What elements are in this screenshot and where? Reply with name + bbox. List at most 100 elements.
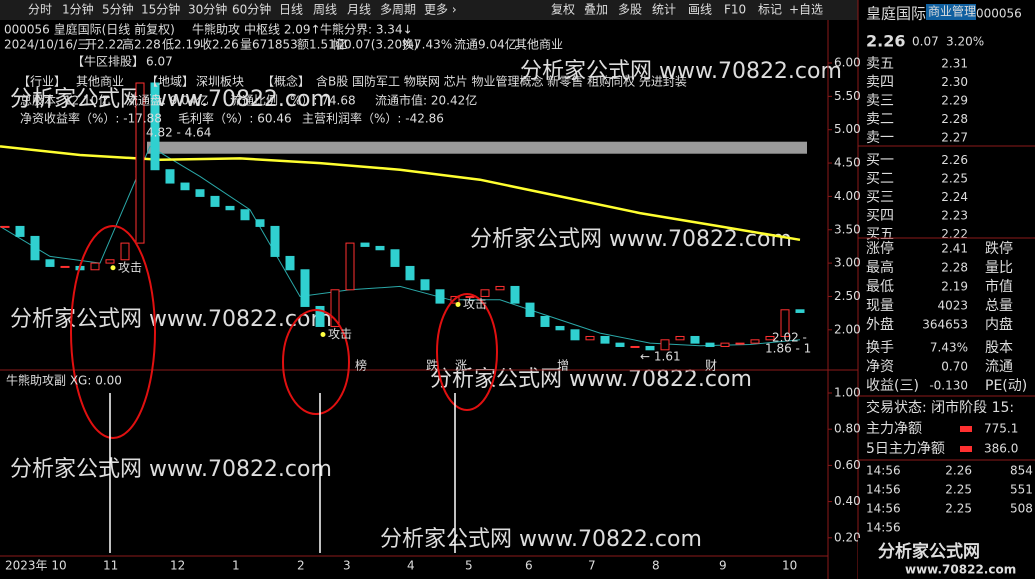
stat-label: 总量 bbox=[985, 298, 1013, 314]
stat-label: 外盘 bbox=[866, 316, 894, 333]
candle bbox=[645, 345, 655, 351]
book-price: 2.23 bbox=[941, 209, 968, 223]
candle bbox=[300, 269, 310, 307]
info: 净资收益率（%）: -17.88 bbox=[20, 111, 162, 126]
watermark: 分析家公式网 www.70822.com bbox=[10, 87, 332, 112]
candle bbox=[90, 262, 100, 271]
candle bbox=[405, 265, 415, 281]
month-label: 7 bbox=[588, 559, 596, 573]
event-marker: 增 bbox=[557, 359, 569, 373]
period-tab[interactable]: 周线 bbox=[313, 3, 337, 17]
indicator-tick-label: 0.60 bbox=[834, 458, 861, 472]
flow-bar bbox=[960, 446, 972, 452]
info: 深圳板块 bbox=[196, 75, 244, 89]
candle bbox=[540, 315, 550, 327]
period-tab[interactable]: 5分钟 bbox=[102, 2, 134, 17]
indicator-tick-label: 0.80 bbox=[834, 422, 861, 436]
tool-button[interactable]: +自选 bbox=[789, 3, 823, 17]
tool-button[interactable]: 统计 bbox=[652, 3, 676, 17]
month-label: 12 bbox=[170, 559, 185, 573]
candle bbox=[465, 295, 475, 298]
indicator-tick-label: 0.20 bbox=[834, 530, 861, 544]
period-tab[interactable]: 日线 bbox=[279, 3, 303, 17]
watermark: 分析家公式网 www.70822.com bbox=[430, 367, 752, 392]
circle bbox=[436, 293, 498, 411]
period-tab[interactable]: 60分钟 bbox=[232, 2, 271, 17]
period-tab[interactable]: 更多 › bbox=[424, 3, 457, 17]
stat-label: 换手 bbox=[866, 339, 894, 356]
stat-label: 跌停 bbox=[985, 240, 1013, 257]
month-label: 2 bbox=[297, 559, 305, 573]
book-price: 2.30 bbox=[941, 75, 968, 89]
security: 000056 皇庭国际(日线 前复权) bbox=[4, 22, 175, 37]
book-price: 2.31 bbox=[941, 57, 968, 71]
info: 主营利润率（%）: -42.86 bbox=[302, 111, 444, 126]
price-tick-label: 5.50 bbox=[834, 89, 861, 103]
info: 流通盘: 9.04亿 bbox=[126, 93, 209, 108]
info: 【地域】 bbox=[146, 75, 194, 89]
stat-value: 7.43% bbox=[930, 341, 968, 355]
stat-value: 364653 bbox=[922, 318, 968, 332]
candle bbox=[600, 335, 610, 344]
flow-label: 5日主力净额 bbox=[866, 441, 945, 457]
info: 总股本: 12.10亿 bbox=[20, 93, 110, 108]
candle bbox=[510, 285, 520, 304]
book-price: 2.27 bbox=[941, 131, 968, 145]
month-label: 9 bbox=[719, 559, 727, 573]
period-tab[interactable]: 多周期 bbox=[380, 3, 416, 17]
tool-button[interactable]: 多股 bbox=[618, 3, 642, 17]
candle bbox=[525, 302, 535, 317]
stat-label: 市值 bbox=[985, 278, 1013, 295]
candle bbox=[225, 205, 235, 211]
candle bbox=[675, 335, 685, 341]
candle bbox=[480, 289, 490, 297]
annotation: 1.86 - 1 bbox=[765, 342, 811, 356]
period-tab[interactable]: 分时 bbox=[28, 3, 52, 17]
tool-button[interactable]: 叠加 bbox=[584, 3, 608, 17]
stock-name: 皇庭国际 bbox=[866, 5, 926, 23]
candle bbox=[720, 342, 730, 347]
candle bbox=[150, 82, 160, 171]
watermark: 分析家公式网 www.70822.com bbox=[520, 59, 842, 84]
candle bbox=[420, 279, 430, 291]
logo-bg bbox=[858, 538, 1035, 579]
book-level: 买三 bbox=[866, 190, 894, 206]
trade-volume: 508 bbox=[1010, 502, 1033, 516]
attack-dot bbox=[320, 331, 326, 337]
info: 含B股 国防军工 物联网 芯片 物业管理概念 新零售 租购同权 先进封装 bbox=[316, 74, 687, 89]
period-tab[interactable]: 15分钟 bbox=[141, 2, 180, 17]
highlight-circles bbox=[70, 225, 498, 439]
attack-label: 攻击 bbox=[463, 297, 487, 311]
tool-button[interactable]: 复权 bbox=[551, 3, 575, 17]
period-tab[interactable]: 30分钟 bbox=[188, 2, 227, 17]
tool-button[interactable]: F10 bbox=[724, 3, 746, 17]
period-tab[interactable]: 1分钟 bbox=[62, 2, 94, 17]
month-label: 5 bbox=[465, 559, 473, 573]
stat-label: 最高 bbox=[866, 259, 894, 276]
pivot: 中枢线 2.09↑ bbox=[244, 22, 321, 37]
quote-field: 低2.19 bbox=[162, 38, 201, 52]
trade-volume: 551 bbox=[1010, 483, 1033, 497]
period-tab[interactable]: 月线 bbox=[347, 3, 371, 17]
quote-field: 额1.51亿 bbox=[297, 37, 348, 52]
month-label: 11 bbox=[103, 559, 118, 573]
candle bbox=[780, 309, 790, 337]
flow-bar bbox=[960, 426, 972, 432]
info: 流通市值: 20.42亿 bbox=[375, 93, 477, 108]
candle bbox=[210, 195, 220, 207]
book-level: 卖四 bbox=[866, 75, 894, 91]
book-price: 2.24 bbox=[941, 190, 968, 204]
candle bbox=[660, 339, 670, 351]
band-label: 4.82 - 4.64 bbox=[146, 126, 211, 140]
candle bbox=[165, 169, 175, 184]
trade-time: 14:56 bbox=[866, 521, 901, 535]
watermark: 分析家公式网 www.70822.com bbox=[10, 307, 332, 332]
stat-label: 现量 bbox=[866, 298, 894, 314]
tool-button[interactable]: 画线 bbox=[688, 3, 712, 17]
attack-dot bbox=[110, 265, 116, 271]
candle bbox=[495, 285, 505, 291]
candle bbox=[270, 225, 280, 257]
candle bbox=[285, 255, 295, 271]
tool-button[interactable]: 标记 bbox=[758, 3, 782, 17]
candle bbox=[240, 209, 250, 221]
